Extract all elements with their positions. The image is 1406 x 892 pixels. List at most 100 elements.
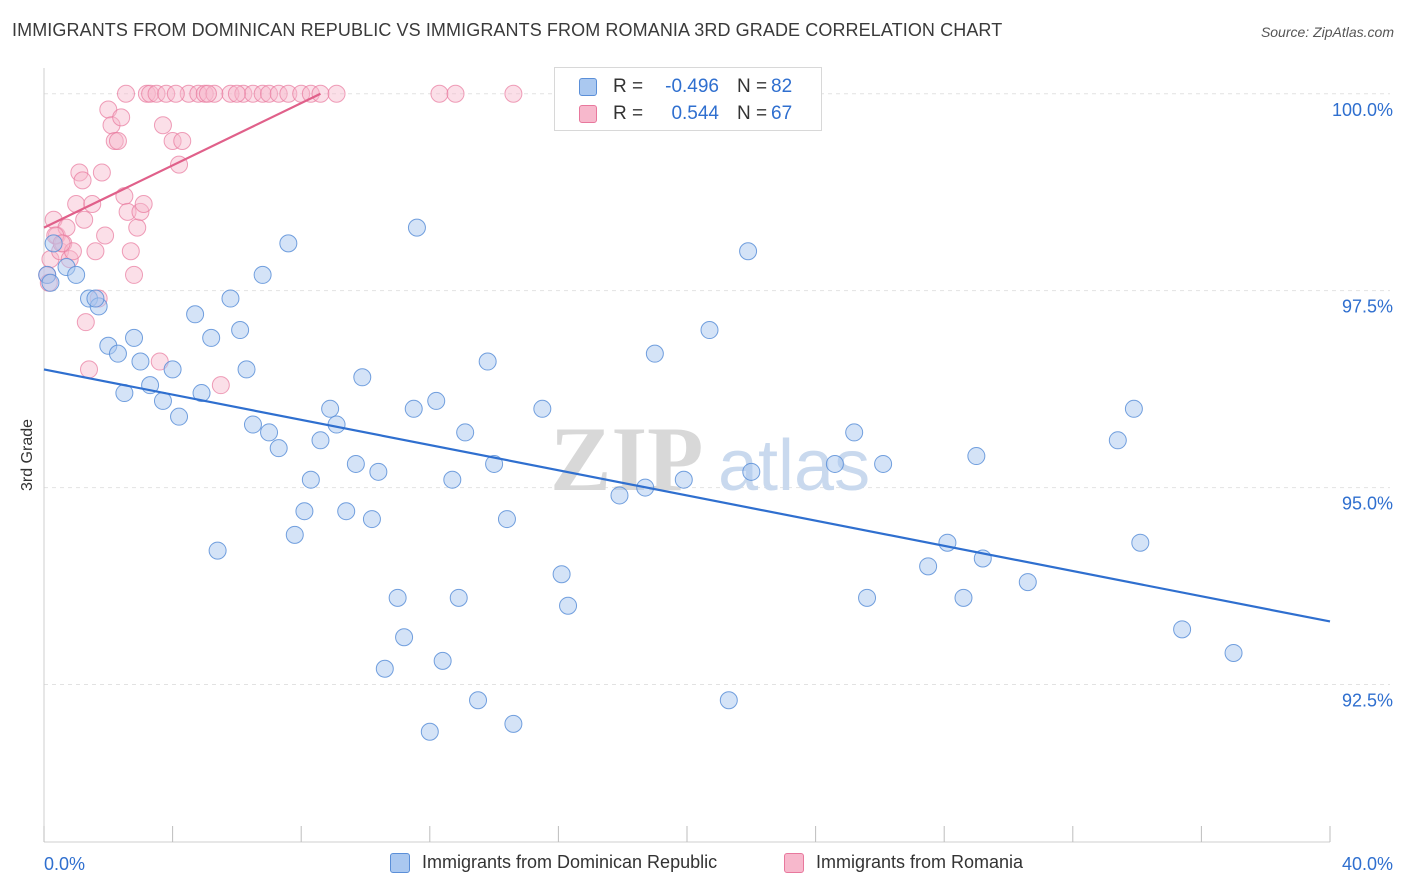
- romania-point: [141, 84, 160, 103]
- y-axis-label: 3rd Grade: [19, 418, 36, 492]
- dominican-point: [967, 447, 986, 466]
- dominican-point: [739, 242, 758, 261]
- dominican-point: [231, 321, 250, 340]
- dominican-point: [919, 557, 938, 576]
- dominican-point: [295, 502, 314, 521]
- y-tick-label: 95.0%: [1342, 494, 1393, 514]
- romania-point: [75, 210, 94, 229]
- romania-point: [430, 84, 449, 103]
- dominican-point: [449, 588, 468, 607]
- dominican-point: [1124, 399, 1143, 418]
- dominican-point: [533, 399, 552, 418]
- dominican-point: [67, 265, 86, 284]
- legend-label-romania: Immigrants from Romania: [816, 852, 1024, 872]
- legend-row-dominican: R = -0.496 N = 82: [579, 75, 792, 99]
- watermark: ZIP atlas: [550, 408, 870, 510]
- romania-point: [99, 100, 118, 119]
- dominican-point: [456, 423, 475, 442]
- dominican-point: [497, 510, 516, 529]
- romania-point: [221, 84, 240, 103]
- dominican-point: [845, 423, 864, 442]
- romania-point: [253, 84, 272, 103]
- legend-r-label: R =: [613, 103, 644, 124]
- romania-point: [125, 265, 144, 284]
- dominican-trend-line: [43, 368, 1331, 623]
- legend-n-value: 67: [771, 103, 793, 124]
- romania-point: [211, 376, 230, 395]
- legend-swatch-pink: [579, 105, 597, 123]
- romania-point: [92, 163, 111, 182]
- dominican-point: [1108, 431, 1127, 450]
- dominican-point: [1173, 620, 1192, 639]
- y-tick-label: 100.0%: [1332, 100, 1393, 120]
- dominican-point: [674, 470, 693, 489]
- romania-point: [86, 242, 105, 261]
- dominican-point: [404, 399, 423, 418]
- romania-point: [327, 84, 346, 103]
- romania-point: [153, 116, 172, 135]
- romania-point: [118, 202, 137, 221]
- dominican-points: [38, 218, 1243, 741]
- legend-r-value: 0.544: [671, 103, 719, 124]
- correlation-legend: R = -0.496 N = 82 R = 0.544 N = 67: [554, 67, 822, 131]
- watermark-atlas: atlas: [718, 426, 870, 506]
- romania-point: [504, 84, 523, 103]
- dominican-point: [1131, 533, 1150, 552]
- dominican-point: [202, 328, 221, 347]
- dominican-point: [44, 234, 63, 253]
- romania-point: [157, 84, 176, 103]
- dominican-point: [1018, 573, 1037, 592]
- romania-point: [76, 313, 95, 332]
- x-tick-label: 0.0%: [44, 854, 85, 874]
- legend-r-label: R =: [613, 76, 644, 97]
- dominican-point: [858, 588, 877, 607]
- dominican-point: [742, 462, 761, 481]
- dominican-point: [125, 328, 144, 347]
- romania-point: [128, 218, 147, 237]
- dominican-point: [395, 628, 414, 647]
- dominican-point: [559, 596, 578, 615]
- dominican-point: [279, 234, 298, 253]
- dominican-point: [260, 423, 279, 442]
- tick-labels: 92.5% 95.0% 97.5% 100.0% 0.0% 40.0%: [44, 100, 1393, 874]
- trend-lines: [43, 92, 1331, 623]
- romania-point: [121, 242, 140, 261]
- dominican-point: [388, 588, 407, 607]
- legend-n-label: N =: [737, 103, 768, 124]
- x-tick-label: 40.0%: [1342, 854, 1393, 874]
- dominican-point: [269, 439, 288, 458]
- legend-item-romania: Immigrants from Romania: [784, 852, 1023, 873]
- legend-r-value: -0.496: [665, 76, 719, 97]
- romania-point: [269, 84, 288, 103]
- dominican-point: [86, 289, 105, 308]
- romania-point: [260, 84, 279, 103]
- romania-point: [73, 171, 92, 190]
- dominican-point: [645, 344, 664, 363]
- dominican-point: [485, 454, 504, 473]
- dominican-point: [1224, 643, 1243, 662]
- romania-point: [279, 84, 298, 103]
- axes: [43, 68, 1331, 843]
- dominican-point: [108, 344, 127, 363]
- dominican-point: [41, 273, 60, 292]
- dominican-point: [131, 352, 150, 371]
- legend-n-label: N =: [737, 76, 768, 97]
- romania-point: [227, 84, 246, 103]
- source-label: Source: ZipAtlas.com: [1260, 24, 1394, 40]
- dominican-point: [362, 510, 381, 529]
- dominican-point: [407, 218, 426, 237]
- dominican-point: [301, 470, 320, 489]
- romania-point: [80, 360, 99, 379]
- dominican-point: [552, 565, 571, 584]
- dominican-point: [469, 691, 488, 710]
- dominican-point: [504, 714, 523, 733]
- dominican-point: [311, 431, 330, 450]
- dominican-point: [375, 659, 394, 678]
- dominican-point: [170, 407, 189, 426]
- romania-point: [243, 84, 262, 103]
- legend-swatch-blue: [579, 78, 597, 96]
- romania-point: [189, 84, 208, 103]
- dominican-point: [610, 486, 629, 505]
- romania-point: [205, 84, 224, 103]
